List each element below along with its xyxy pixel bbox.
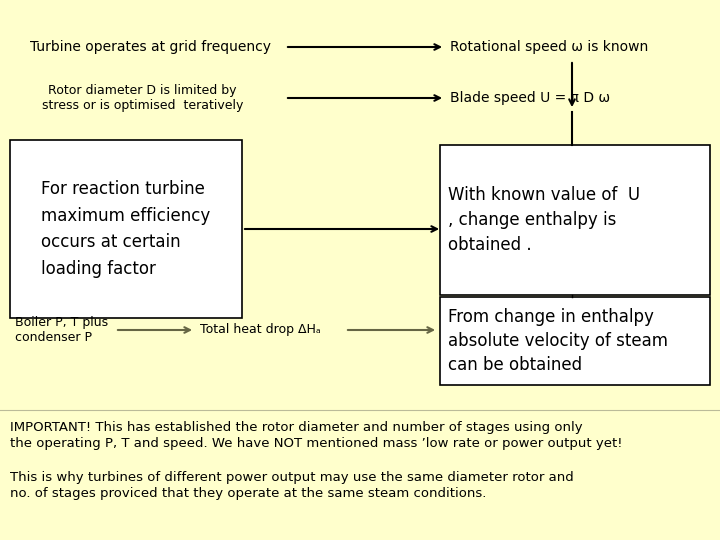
Text: Turbine operates at grid frequency: Turbine operates at grid frequency <box>30 40 271 54</box>
Text: IMPORTANT! This has established the rotor diameter and number of stages using on: IMPORTANT! This has established the roto… <box>10 422 582 435</box>
Text: Total heat drop ΔHₐ: Total heat drop ΔHₐ <box>200 323 320 336</box>
Text: From change in enthalpy
absolute velocity of steam
can be obtained: From change in enthalpy absolute velocit… <box>448 308 668 374</box>
Text: With known value of  U
, change enthalpy is
obtained .: With known value of U , change enthalpy … <box>448 186 640 254</box>
Text: Blade speed U = π D ω: Blade speed U = π D ω <box>450 91 610 105</box>
Bar <box>440 145 710 295</box>
Bar <box>10 140 242 318</box>
Text: Boiler P, T plus
condenser P: Boiler P, T plus condenser P <box>15 316 108 344</box>
Text: no. of stages proviced that they operate at the same steam conditions.: no. of stages proviced that they operate… <box>10 488 487 501</box>
Text: This is why turbines of different power output may use the same diameter rotor a: This is why turbines of different power … <box>10 471 574 484</box>
Text: Rotor diameter D is limited by
stress or is optimised  teratively: Rotor diameter D is limited by stress or… <box>42 84 243 112</box>
Text: For reaction turbine
maximum efficiency
occurs at certain
loading factor: For reaction turbine maximum efficiency … <box>41 180 211 278</box>
Text: the operating P, T and speed. We have NOT mentioned mass ’low rate or power outp: the operating P, T and speed. We have NO… <box>10 437 623 450</box>
Bar <box>440 297 710 385</box>
Text: Rotational speed ω is known: Rotational speed ω is known <box>450 40 648 54</box>
